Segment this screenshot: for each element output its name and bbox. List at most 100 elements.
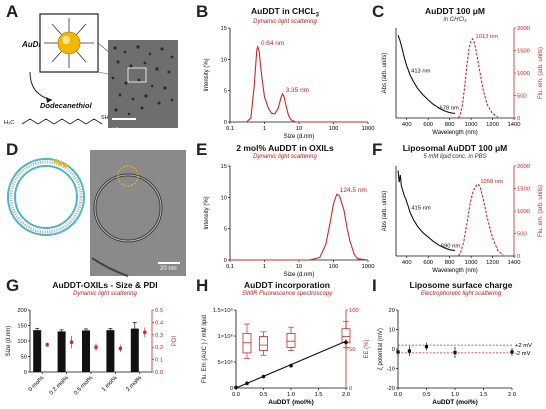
data-point: [289, 363, 293, 368]
x-tick-label: 10: [296, 264, 302, 270]
panel-label-a: A: [6, 2, 19, 21]
y2-tick-label: 0.3: [155, 333, 163, 339]
x-tick-label: 0.0: [232, 392, 240, 398]
x-tick-label: 0.1: [226, 264, 234, 270]
y-tick-label: 10: [389, 328, 395, 334]
x-axis-label: AuDDT (mol%): [432, 399, 478, 406]
panel-label-b: B: [196, 2, 209, 21]
y-tick-label: 5: [224, 227, 227, 233]
x-tick-label: 0.1: [226, 126, 234, 132]
chart-b-subtitle: Dynamic light scattering: [253, 19, 317, 25]
x-tick-label: 1400: [508, 260, 521, 266]
y2-axis-label: Flu. em. (arb. units): [538, 185, 544, 237]
x-tick-label: 0.2 mol%: [49, 375, 70, 396]
x-tick-label: 800: [445, 122, 455, 128]
y-tick-label: 0: [230, 386, 233, 392]
panel-label-c: C: [372, 2, 385, 21]
y2-tick-label: 0.2: [155, 345, 163, 351]
series-line-0: [397, 35, 456, 115]
y-tick-label: 200: [17, 308, 27, 314]
pdi-point: [94, 345, 98, 349]
y2-tick-label: 500: [517, 232, 527, 238]
series-line-1: [457, 37, 499, 119]
chart-c-title: AuDDT 100 μM: [425, 6, 485, 16]
data-point: [396, 350, 400, 354]
y-axis-label: Intensity (%): [204, 196, 210, 229]
chart-e: 0.1 1 10 100 1000 0 5 10 15 Size (d.nm) Intensity …: [204, 164, 375, 278]
data-label: 413 nm: [411, 68, 431, 74]
x-tick-label: 100: [329, 264, 339, 270]
y2-tick-label: 1000: [517, 209, 530, 215]
x-tick-label: 100: [329, 126, 339, 132]
chart-h-title: AuDDT incorporation: [244, 280, 330, 290]
y2-tick-label: 0.0: [155, 370, 163, 376]
data-label: 415 nm: [411, 206, 431, 212]
x-tick-label: 1000: [362, 264, 375, 270]
scale-bar-a-label: 10 nm: [112, 128, 129, 134]
pdi-point: [45, 343, 49, 347]
series-line-1: [457, 183, 504, 257]
y-tick-label: 0: [24, 370, 27, 376]
chart-i: 0.0 0.5 1.0 1.5 2.0 -20 -10 0 10 20 AuDDT (mol%) ζ …: [378, 308, 532, 406]
y-tick-label: -10: [387, 367, 395, 373]
x-tick-label: 0.5 mol%: [73, 375, 94, 396]
x-tick-label: 1400: [508, 122, 521, 128]
y2-tick-label: 1500: [517, 187, 530, 193]
chart-e-title: 2 mol% AuDDT in OXILs: [236, 143, 334, 153]
data-point: [234, 385, 238, 390]
y-tick-label: 100: [17, 339, 27, 345]
data-label: 678 nm: [440, 105, 460, 111]
x-tick-label: 0.5: [422, 392, 430, 398]
x-tick-label: 1000: [465, 122, 478, 128]
y2-tick-label: 0: [517, 254, 520, 260]
x-tick-label: 1200: [486, 122, 499, 128]
y-axis-label: Abs (arb. units): [382, 53, 388, 94]
y-tick-label: 15: [221, 164, 227, 170]
y2-axis-label: Flu. em. (arb. units): [538, 47, 544, 99]
series-line-0: [397, 170, 456, 252]
box: [286, 333, 296, 348]
data-point: [407, 349, 411, 353]
panel-label-e: E: [196, 140, 208, 159]
y-tick-label: 10: [221, 57, 227, 63]
data-label: 1013 nm: [475, 34, 498, 40]
y2-tick-label: 0: [517, 116, 520, 122]
y-tick-label: 1×10⁶: [218, 333, 234, 340]
chart-g-title: AuDDT-OXILs - Size & PDI: [52, 280, 158, 290]
data-point: [453, 350, 457, 355]
x-tick-label: 1 mol%: [101, 375, 119, 393]
y2-tick-label: 50: [349, 347, 355, 353]
y2-tick-label: 2000: [517, 26, 530, 32]
chart-i-title: Liposome surface charge: [409, 280, 513, 290]
y-tick-label: 1.5×10⁶: [213, 307, 234, 314]
y2-tick-label: 1500: [517, 49, 530, 55]
y-tick-label: 0: [224, 258, 227, 264]
y2-tick-label: 500: [517, 94, 527, 100]
x-tick-label: 1000: [362, 126, 375, 132]
panel-label-g: G: [6, 276, 20, 295]
panel-label-h: H: [196, 276, 209, 295]
y-axis-label: ζ potential (mV): [378, 328, 384, 370]
y2-tick-label: 1000: [517, 71, 530, 77]
data-point: [245, 381, 249, 386]
x-tick-label: 800: [445, 260, 455, 266]
x-tick-label: 600: [423, 122, 433, 128]
x-axis-label: Wavelength (nm): [432, 268, 477, 274]
y-tick-label: 0: [224, 120, 227, 126]
y-tick-label: -20: [387, 386, 395, 392]
reference-label: +2 mV: [515, 343, 532, 349]
x-axis-label: AuDDT (mol%): [268, 399, 314, 406]
data-label: 1058 nm: [480, 179, 503, 185]
y-tick-label: 10: [221, 195, 227, 201]
y-tick-label: 150: [17, 324, 27, 330]
bar: [33, 330, 42, 372]
x-tick-label: 400: [402, 122, 412, 128]
x-tick-label: 2.0: [342, 392, 350, 398]
y-tick-label: 0: [392, 347, 395, 353]
pdi-point: [70, 340, 74, 344]
formula-left: H₃C: [4, 120, 15, 126]
chart-b: 0.1 1 10 100 1000 0 5 10 15 Size (d.nm) Intensity …: [204, 26, 375, 140]
chart-e-subtitle: Dynamic light scattering: [253, 154, 317, 160]
y2-tick-label: 0.4: [155, 320, 164, 326]
